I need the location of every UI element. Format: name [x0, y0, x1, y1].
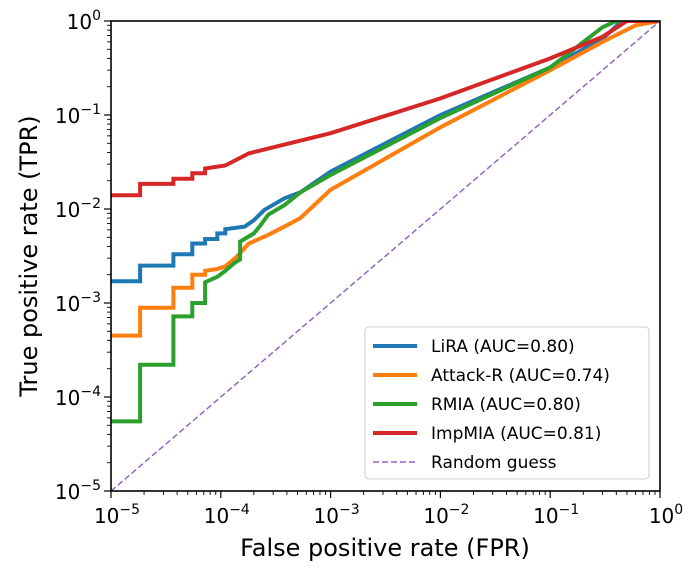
- x-tick-label: 10−4: [204, 502, 250, 528]
- series-line-2: [111, 21, 660, 424]
- plot-frame: [110, 20, 661, 492]
- legend-label-0: LiRA (AUC=0.80): [431, 337, 575, 357]
- y-axis-label: True positive rate (TPR): [15, 115, 43, 397]
- legend: LiRA (AUC=0.80) Attack-R (AUC=0.74) RMIA (…: [364, 326, 650, 480]
- legend-label-4: Random guess: [431, 453, 557, 473]
- y-tick-label: 10−1: [55, 102, 101, 128]
- x-axis-label: False positive rate (FPR): [240, 534, 530, 562]
- y-tick-label: 100: [67, 8, 101, 34]
- y-tick-label: 10−3: [55, 290, 101, 316]
- series-line-4: [111, 21, 660, 491]
- series-layer: [111, 21, 660, 491]
- series-line-0: [111, 21, 660, 284]
- series-line-1: [111, 21, 660, 338]
- legend-label-2: RMIA (AUC=0.80): [431, 395, 581, 415]
- x-tick-label: 100: [649, 502, 683, 528]
- y-tick-label: 10−2: [55, 196, 101, 222]
- x-tick-label: 10−3: [314, 502, 360, 528]
- y-tick-label: 10−5: [55, 478, 101, 504]
- legend-label-1: Attack-R (AUC=0.74): [431, 366, 610, 386]
- legend-frame: [364, 326, 650, 480]
- ticks-layer: 10−5 10−4 10−3 10−2 10−1 100 10−5 10−4 10−3 10−2 1…: [55, 8, 683, 528]
- series-line-3: [111, 21, 660, 198]
- x-tick-label: 10−1: [533, 502, 579, 528]
- legend-label-3: ImpMIA (AUC=0.81): [431, 424, 601, 444]
- y-tick-label: 10−4: [55, 384, 101, 410]
- x-tick-label: 10−5: [94, 502, 140, 528]
- x-tick-label: 10−2: [423, 502, 469, 528]
